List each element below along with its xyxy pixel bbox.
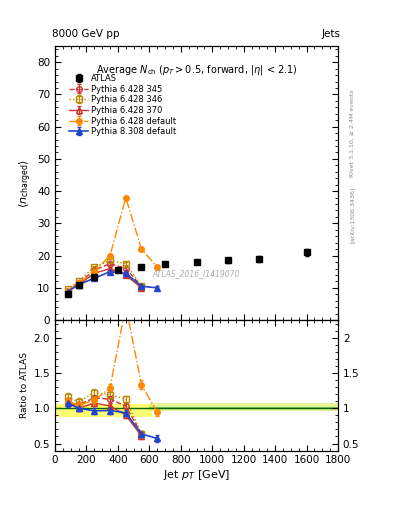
Text: 8000 GeV pp: 8000 GeV pp [52,29,120,39]
Y-axis label: Ratio to ATLAS: Ratio to ATLAS [20,352,29,418]
Y-axis label: $\langle n_{\rm charged} \rangle$: $\langle n_{\rm charged} \rangle$ [18,159,34,207]
Text: Average $N_{\rm ch}$ ($p_T$$>$0.5, forward, $|\eta|$ < 2.1): Average $N_{\rm ch}$ ($p_T$$>$0.5, forwa… [95,62,298,76]
Text: Jets: Jets [322,29,341,39]
Legend: ATLAS, Pythia 6.428 345, Pythia 6.428 346, Pythia 6.428 370, Pythia 6.428 defaul: ATLAS, Pythia 6.428 345, Pythia 6.428 34… [68,72,178,138]
Text: [arXiv:1306.3436]: [arXiv:1306.3436] [350,187,355,243]
Text: ATLAS_2016_I1419070: ATLAS_2016_I1419070 [153,269,240,278]
X-axis label: Jet $p_T$ [GeV]: Jet $p_T$ [GeV] [163,468,230,482]
Text: Rivet 3.1.10, ≥ 2.4M events: Rivet 3.1.10, ≥ 2.4M events [350,89,355,177]
